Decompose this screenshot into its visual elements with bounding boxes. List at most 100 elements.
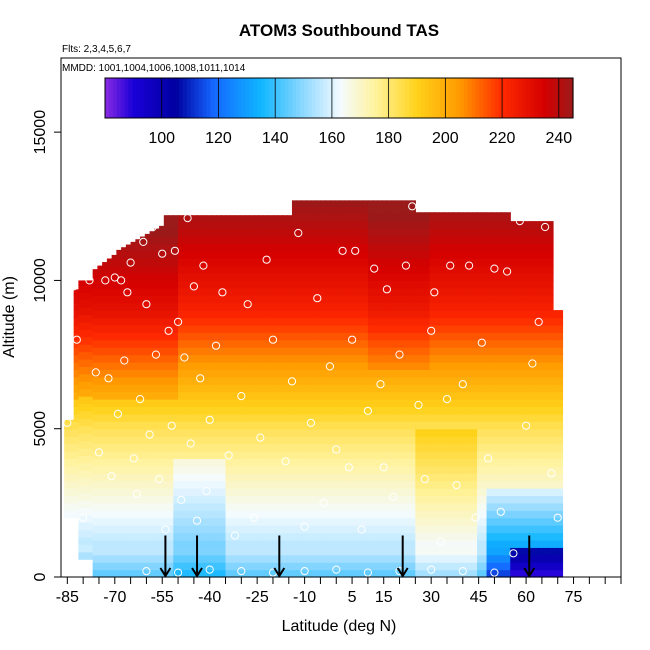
heatmap-cell [448, 243, 454, 252]
heatmap-cell [64, 436, 70, 445]
heatmap-cell [458, 421, 464, 430]
heatmap-cell [140, 562, 146, 571]
heatmap-cell [415, 376, 421, 385]
heatmap-cell [163, 510, 170, 519]
heatmap-cell [83, 544, 89, 553]
heatmap-cell [258, 215, 265, 222]
heatmap-cell [477, 332, 483, 341]
heatmap-cell [225, 310, 231, 319]
heatmap-cell [415, 406, 421, 415]
heatmap-cell [282, 569, 288, 578]
heatmap-cell [201, 391, 208, 400]
heatmap-cell [173, 384, 179, 393]
heatmap-cell [386, 399, 393, 408]
heatmap-cell [192, 480, 198, 489]
heatmap-cell [367, 436, 374, 445]
heatmap-cell [401, 361, 407, 370]
heatmap-cell [163, 376, 170, 385]
heatmap-cell [211, 235, 217, 244]
heatmap-cell [154, 324, 160, 333]
heatmap-cell [443, 295, 450, 304]
heatmap-cell [154, 436, 160, 445]
heatmap-cell [348, 273, 355, 282]
heatmap-cell [552, 465, 559, 474]
heatmap-cell [429, 413, 435, 422]
heatmap-cell [154, 547, 160, 556]
heatmap-cell [358, 332, 364, 341]
heatmap-cell [211, 554, 217, 563]
heatmap-cell [306, 391, 312, 400]
heatmap-cell [282, 354, 288, 363]
heatmap-cell [301, 406, 307, 415]
heatmap-cell [216, 517, 222, 526]
heatmap-cell [111, 413, 117, 422]
heatmap-cell [424, 339, 431, 348]
heatmap-cell [462, 243, 469, 252]
heatmap-cell [197, 287, 203, 296]
heatmap-cell [491, 450, 497, 459]
heatmap-cell [159, 273, 165, 282]
heatmap-cell [477, 495, 483, 504]
heatmap-cell [500, 221, 507, 230]
heatmap-cell [116, 539, 122, 548]
heatmap-cell [467, 369, 473, 378]
heatmap-cell [173, 339, 179, 348]
heatmap-cell [291, 361, 298, 370]
heatmap-cell [505, 250, 511, 259]
heatmap-cell [524, 532, 530, 541]
heatmap-cell [401, 332, 407, 341]
heatmap-cell [216, 228, 222, 237]
heatmap-cell [439, 280, 445, 289]
heatmap-cell [486, 510, 492, 519]
heatmap-cell [272, 347, 279, 356]
heatmap-cell [467, 250, 473, 259]
heatmap-cell [192, 421, 198, 430]
heatmap-cell [168, 250, 174, 259]
heatmap-cell [102, 562, 108, 571]
heatmap-cell [386, 354, 393, 363]
heatmap-cell [420, 391, 426, 400]
heatmap-cell [92, 421, 98, 430]
heatmap-cell [344, 354, 350, 363]
heatmap-cell [505, 413, 511, 422]
heatmap-cell [533, 258, 540, 267]
heatmap-cell [415, 347, 421, 356]
heatmap-cell [443, 273, 450, 282]
heatmap-cell [367, 450, 374, 459]
heatmap-cell [239, 510, 246, 519]
heatmap-cell [216, 391, 222, 400]
heatmap-cell [524, 310, 530, 319]
heatmap-cell [296, 562, 303, 571]
heatmap-cell [253, 465, 260, 474]
heatmap-cell [125, 376, 132, 385]
heatmap-cell [315, 473, 322, 482]
heatmap-cell [306, 324, 312, 333]
heatmap-cell [159, 354, 165, 363]
heatmap-cell [296, 413, 303, 422]
heatmap-cell [500, 265, 507, 274]
heatmap-cell [391, 406, 397, 415]
heatmap-cell [382, 302, 388, 311]
heatmap-cell [253, 488, 260, 497]
heatmap-cell [296, 235, 303, 244]
heatmap-cell [83, 321, 89, 330]
heatmap-cell [453, 399, 459, 408]
heatmap-cell [458, 458, 464, 467]
heatmap-cell [149, 502, 155, 511]
heatmap-cell [178, 369, 184, 378]
heatmap-cell [481, 280, 488, 289]
heatmap-cell [301, 539, 307, 548]
heatmap-cell [306, 399, 312, 408]
heatmap-cell [500, 436, 507, 445]
heatmap-cell [277, 258, 284, 267]
heatmap-cell [552, 339, 559, 348]
heatmap-cell [453, 228, 459, 237]
heatmap-cell [329, 369, 336, 378]
heatmap-cell [173, 406, 179, 415]
heatmap-cell [211, 473, 217, 482]
heatmap-cell [363, 361, 369, 370]
heatmap-cell [467, 539, 473, 548]
heatmap-cell [462, 488, 469, 497]
heatmap-cell [168, 265, 174, 274]
heatmap-cell [277, 235, 284, 244]
